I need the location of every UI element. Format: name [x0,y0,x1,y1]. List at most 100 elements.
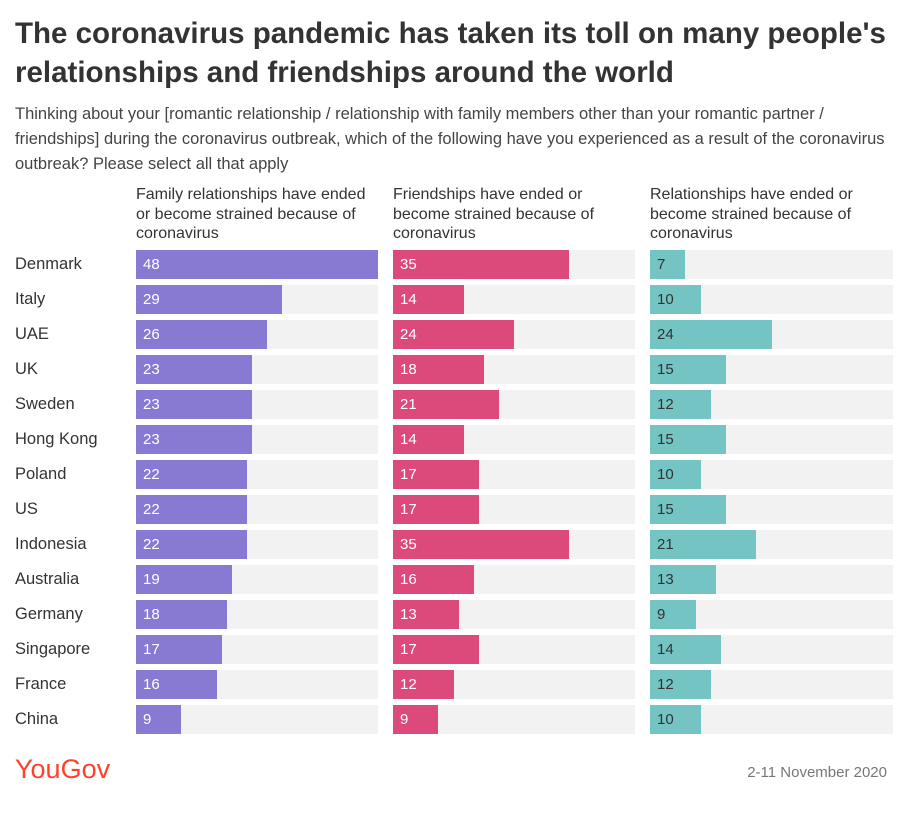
data-label: 16 [400,570,417,588]
bar-track: 13 [650,564,893,594]
category-label: UAE [15,324,49,343]
chart-area: Denmark 48 35 7 Italy 29 14 10 UAE 26 24 24 UK 23 18 15… [15,249,893,734]
bar-track: 10 [650,459,893,489]
bar-track: 18 [393,354,635,384]
series-headers: Family relationships have ended or becom… [15,185,887,244]
bar: 26 [136,319,268,349]
category-label: Indonesia [15,534,87,553]
data-label: 23 [143,395,160,413]
bar: 15 [650,494,726,524]
bar: 22 [136,529,247,559]
bar-track: 24 [393,319,635,349]
bar-track: 10 [650,704,893,734]
data-label: 35 [400,535,417,553]
bar-track: 12 [650,669,893,699]
data-label: 10 [657,290,674,308]
bar: 14 [650,634,721,664]
bar: 14 [393,424,464,454]
data-label: 14 [657,640,674,658]
bar-track: 17 [136,634,378,664]
bar: 21 [650,529,757,559]
bar-track: 17 [393,459,635,489]
table-row: Australia 19 16 13 [15,564,893,594]
bar: 14 [393,284,464,314]
table-row: US 22 17 15 [15,494,893,524]
table-row: France 16 12 12 [15,669,893,699]
data-label: 13 [400,605,417,623]
data-label: 26 [143,325,160,343]
bar: 13 [650,564,716,594]
chart-subtitle: Thinking about your [romantic relationsh… [15,105,885,173]
bar: 24 [650,319,772,349]
table-row: Germany 18 13 9 [15,599,893,629]
bar: 7 [650,249,686,279]
bar-track: 16 [393,564,635,594]
data-label: 17 [400,500,417,518]
bar-track: 35 [393,529,635,559]
yougov-logo: YouGov [15,753,111,784]
bar: 12 [650,669,711,699]
bar-track: 23 [136,424,378,454]
bar: 29 [136,284,283,314]
data-label: 35 [400,255,417,273]
table-row: Hong Kong 23 14 15 [15,424,893,454]
data-label: 22 [143,465,160,483]
data-label: 15 [657,360,674,378]
bar: 18 [393,354,484,384]
bar: 9 [650,599,696,629]
data-label: 15 [657,430,674,448]
bar: 22 [136,494,247,524]
bar: 16 [393,564,474,594]
data-label: 10 [657,710,674,728]
bar-track: 19 [136,564,378,594]
category-label: Denmark [15,254,82,273]
table-row: Sweden 23 21 12 [15,389,893,419]
bar-track: 23 [136,354,378,384]
bar: 19 [136,564,232,594]
bar-track: 12 [393,669,635,699]
bar: 15 [650,424,726,454]
series-header: Friendships have ended or become straine… [393,186,595,242]
bar-track: 7 [650,249,893,279]
category-label: China [15,709,59,728]
table-row: Singapore 17 17 14 [15,634,893,664]
bar-track: 14 [393,284,635,314]
table-row: UK 23 18 15 [15,354,893,384]
bar-track: 18 [136,599,378,629]
bar-track: 21 [393,389,635,419]
data-label: 13 [657,570,674,588]
bar-track: 17 [393,634,635,664]
data-label: 21 [400,395,417,413]
data-label: 17 [400,640,417,658]
data-label: 18 [143,605,160,623]
bar-track: 29 [136,284,378,314]
bar-track: 15 [650,424,893,454]
chart-title: The coronavirus pandemic has taken its t… [15,17,886,89]
data-label: 24 [657,325,674,343]
data-label: 10 [657,465,674,483]
data-label: 16 [143,675,160,693]
bar: 17 [393,459,479,489]
bar-track: 35 [393,249,635,279]
bar: 35 [393,529,570,559]
bar: 23 [136,354,252,384]
data-label: 12 [657,675,674,693]
table-row: Poland 22 17 10 [15,459,893,489]
bar-track: 9 [650,599,893,629]
data-label: 12 [400,675,417,693]
bar-track: 13 [393,599,635,629]
bar: 9 [393,704,439,734]
category-label: US [15,499,38,518]
category-label: Italy [15,289,46,308]
bar-track: 9 [136,704,378,734]
bar-track: 21 [650,529,893,559]
bar: 12 [393,669,454,699]
data-label: 22 [143,500,160,518]
bar: 15 [650,354,726,384]
data-label: 48 [143,255,160,273]
category-label: Poland [15,464,67,483]
category-label: Germany [15,604,83,623]
data-label: 23 [143,430,160,448]
bar: 16 [136,669,217,699]
